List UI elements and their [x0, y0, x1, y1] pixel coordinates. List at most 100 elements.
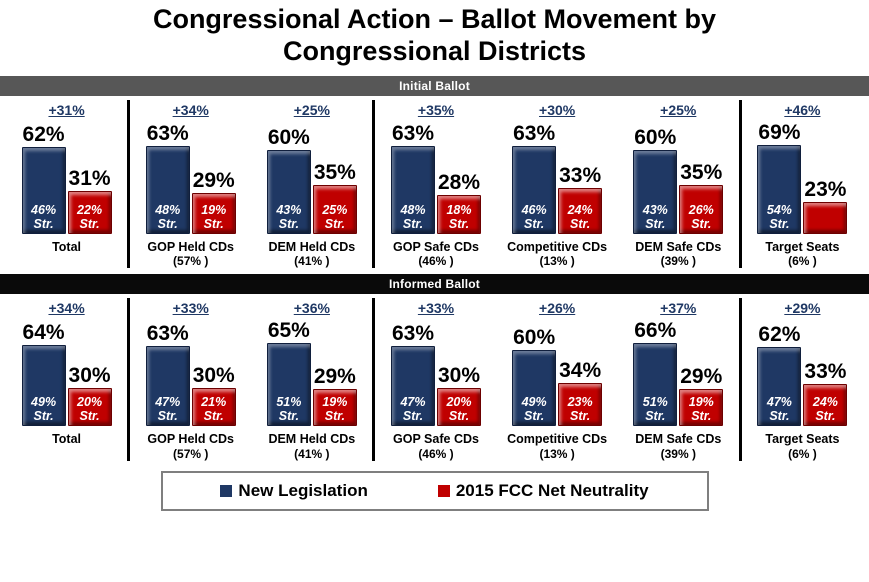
net-neutrality-column: 31% 22% Str.: [67, 122, 112, 234]
delta-label: +30%: [539, 101, 576, 118]
new-legislation-bar: 48% Str.: [390, 145, 435, 234]
delta-label: +35%: [417, 101, 455, 118]
strength-word: Str.: [448, 409, 470, 424]
groups-row: +34% 64% 49% Str. 30% 20% Str.: [0, 298, 869, 462]
new-legislation-value-label: 62%: [22, 122, 65, 146]
net-neutrality-column: 28% 18% Str.: [436, 122, 481, 234]
net-neutrality-strength-label: 19% Str.: [680, 395, 722, 423]
new-legislation-column: 69% 54% Str.: [757, 122, 802, 234]
net-neutrality-value-label: 30%: [437, 364, 480, 388]
strength-value: 22%: [77, 202, 103, 217]
bar-group: +30% 63% 46% Str. 33% 24% Str.: [497, 100, 618, 269]
strength-word: Str.: [769, 409, 790, 424]
new-legislation-column: 64% 49% Str.: [21, 320, 66, 427]
category-label: DEM Safe CDs: [635, 432, 722, 447]
strength-word: Str.: [402, 216, 424, 231]
ballot-section: Initial Ballot +31% 62% 46% Str. 31% 22%: [0, 75, 869, 269]
section-band-label: Informed Ballot: [0, 274, 869, 295]
new-legislation-bar: 47% Str.: [145, 346, 190, 427]
net-neutrality-value-label: 33%: [559, 163, 602, 187]
category-share-label: (13% ): [539, 446, 575, 461]
new-legislation-strength-label: 49% Str.: [513, 395, 555, 423]
strength-value: 48%: [400, 202, 426, 217]
net-neutrality-column: 33% 24% Str.: [803, 320, 848, 427]
strength-word: Str.: [570, 216, 591, 231]
net-neutrality-bar: 24% Str.: [558, 187, 603, 234]
new-legislation-value-label: 64%: [22, 321, 65, 345]
category-label: Target Seats: [765, 432, 840, 447]
strength-word: Str.: [324, 409, 345, 424]
new-legislation-column: 63% 46% Str.: [512, 122, 557, 234]
net-neutrality-value-label: 34%: [559, 359, 602, 383]
strength-value: 24%: [812, 395, 838, 410]
bar-group: +31% 62% 46% Str. 31% 22% Str.: [6, 100, 127, 269]
groups-row: +31% 62% 46% Str. 31% 22% Str.: [0, 99, 869, 269]
section-band-label: Initial Ballot: [0, 75, 869, 96]
strength-word: Str.: [157, 409, 178, 424]
new-legislation-column: 60% 49% Str.: [512, 320, 557, 427]
strength-value: 48%: [155, 202, 181, 217]
strength-word: Str.: [79, 216, 100, 231]
legend-entry: 2015 FCC Net Neutrality: [437, 481, 649, 501]
new-legislation-bar: 47% Str.: [390, 346, 435, 427]
legend-swatch-icon: [220, 485, 233, 498]
category-share-label: (39% ): [660, 446, 696, 461]
delta-label: +31%: [48, 101, 85, 118]
new-legislation-value-label: 62%: [758, 323, 801, 347]
net-neutrality-bar: 22% Str.: [67, 190, 112, 234]
net-neutrality-strength-label: 24% Str.: [804, 395, 846, 423]
new-legislation-bar: 43% Str.: [266, 149, 311, 234]
strength-word: Str.: [33, 216, 54, 231]
strength-value: 20%: [446, 395, 472, 410]
net-neutrality-strength-label: 25% Str.: [314, 203, 356, 231]
strength-word: Str.: [815, 409, 836, 424]
delta-label: +33%: [417, 300, 455, 317]
strength-word: Str.: [645, 409, 666, 424]
strength-value: 51%: [276, 395, 302, 410]
strength-word: Str.: [324, 216, 345, 231]
plot-area: 63% 46% Str. 33% 24% Str.: [512, 122, 603, 234]
bar-group: +36% 65% 51% Str. 29% 19% Str.: [251, 298, 372, 461]
strength-value: 49%: [521, 395, 547, 410]
legend-swatch-icon: [437, 485, 450, 498]
legend-entry: New Legislation: [220, 481, 368, 501]
plot-area: 66% 51% Str. 29% 19% Str.: [633, 320, 724, 427]
net-neutrality-column: 29% 19% Str.: [191, 122, 236, 234]
plot-area: 63% 48% Str. 29% 19% Str.: [145, 122, 236, 234]
new-legislation-value-label: 60%: [267, 125, 310, 149]
delta-label: +29%: [784, 300, 821, 317]
new-legislation-strength-label: 48% Str.: [392, 203, 434, 231]
delta-label: +37%: [660, 300, 697, 317]
net-neutrality-strength-label: 19% Str.: [193, 203, 235, 231]
category-share-label: [65, 254, 68, 268]
strength-value: 43%: [642, 202, 668, 217]
new-legislation-bar: 47% Str.: [757, 347, 802, 427]
new-legislation-value-label: 60%: [513, 326, 556, 350]
strength-value: 47%: [766, 395, 792, 410]
category-label: GOP Held CDs: [147, 432, 235, 447]
category-share-label: (57% ): [173, 254, 209, 269]
net-neutrality-bar: 26% Str.: [679, 184, 724, 234]
slide: Congressional Action – Ballot Movement b…: [0, 4, 869, 512]
bar-group: +26% 60% 49% Str. 34% 23% Str.: [497, 298, 618, 461]
category-label: Competitive CDs: [507, 432, 608, 447]
bar-group: +33% 63% 47% Str. 30% 21% Str.: [127, 298, 251, 462]
category-label: GOP Safe CDs: [393, 239, 479, 254]
new-legislation-strength-label: 54% Str.: [758, 203, 800, 231]
net-neutrality-strength-label: 26% Str.: [680, 203, 722, 231]
category-share-label: (39% ): [660, 254, 696, 269]
plot-area: 64% 49% Str. 30% 20% Str.: [21, 320, 112, 427]
net-neutrality-strength-label: 20% Str.: [69, 395, 111, 423]
net-neutrality-strength-label: 19% Str.: [314, 395, 356, 423]
bar-group: +46% 69% 54% Str. 23% Target Seats (6% ): [738, 99, 863, 269]
delta-label: +46%: [784, 101, 821, 118]
bar-group: +35% 63% 48% Str. 28% 18% Str.: [372, 99, 496, 269]
new-legislation-value-label: 65%: [267, 319, 310, 343]
strength-word: Str.: [79, 409, 100, 424]
strength-value: 54%: [766, 202, 792, 217]
plot-area: 60% 43% Str. 35% 25% Str.: [266, 122, 357, 234]
net-neutrality-bar: 25% Str.: [312, 184, 357, 234]
new-legislation-column: 65% 51% Str.: [266, 319, 311, 427]
category-share-label: (13% ): [539, 254, 575, 269]
strength-value: 19%: [688, 395, 714, 410]
